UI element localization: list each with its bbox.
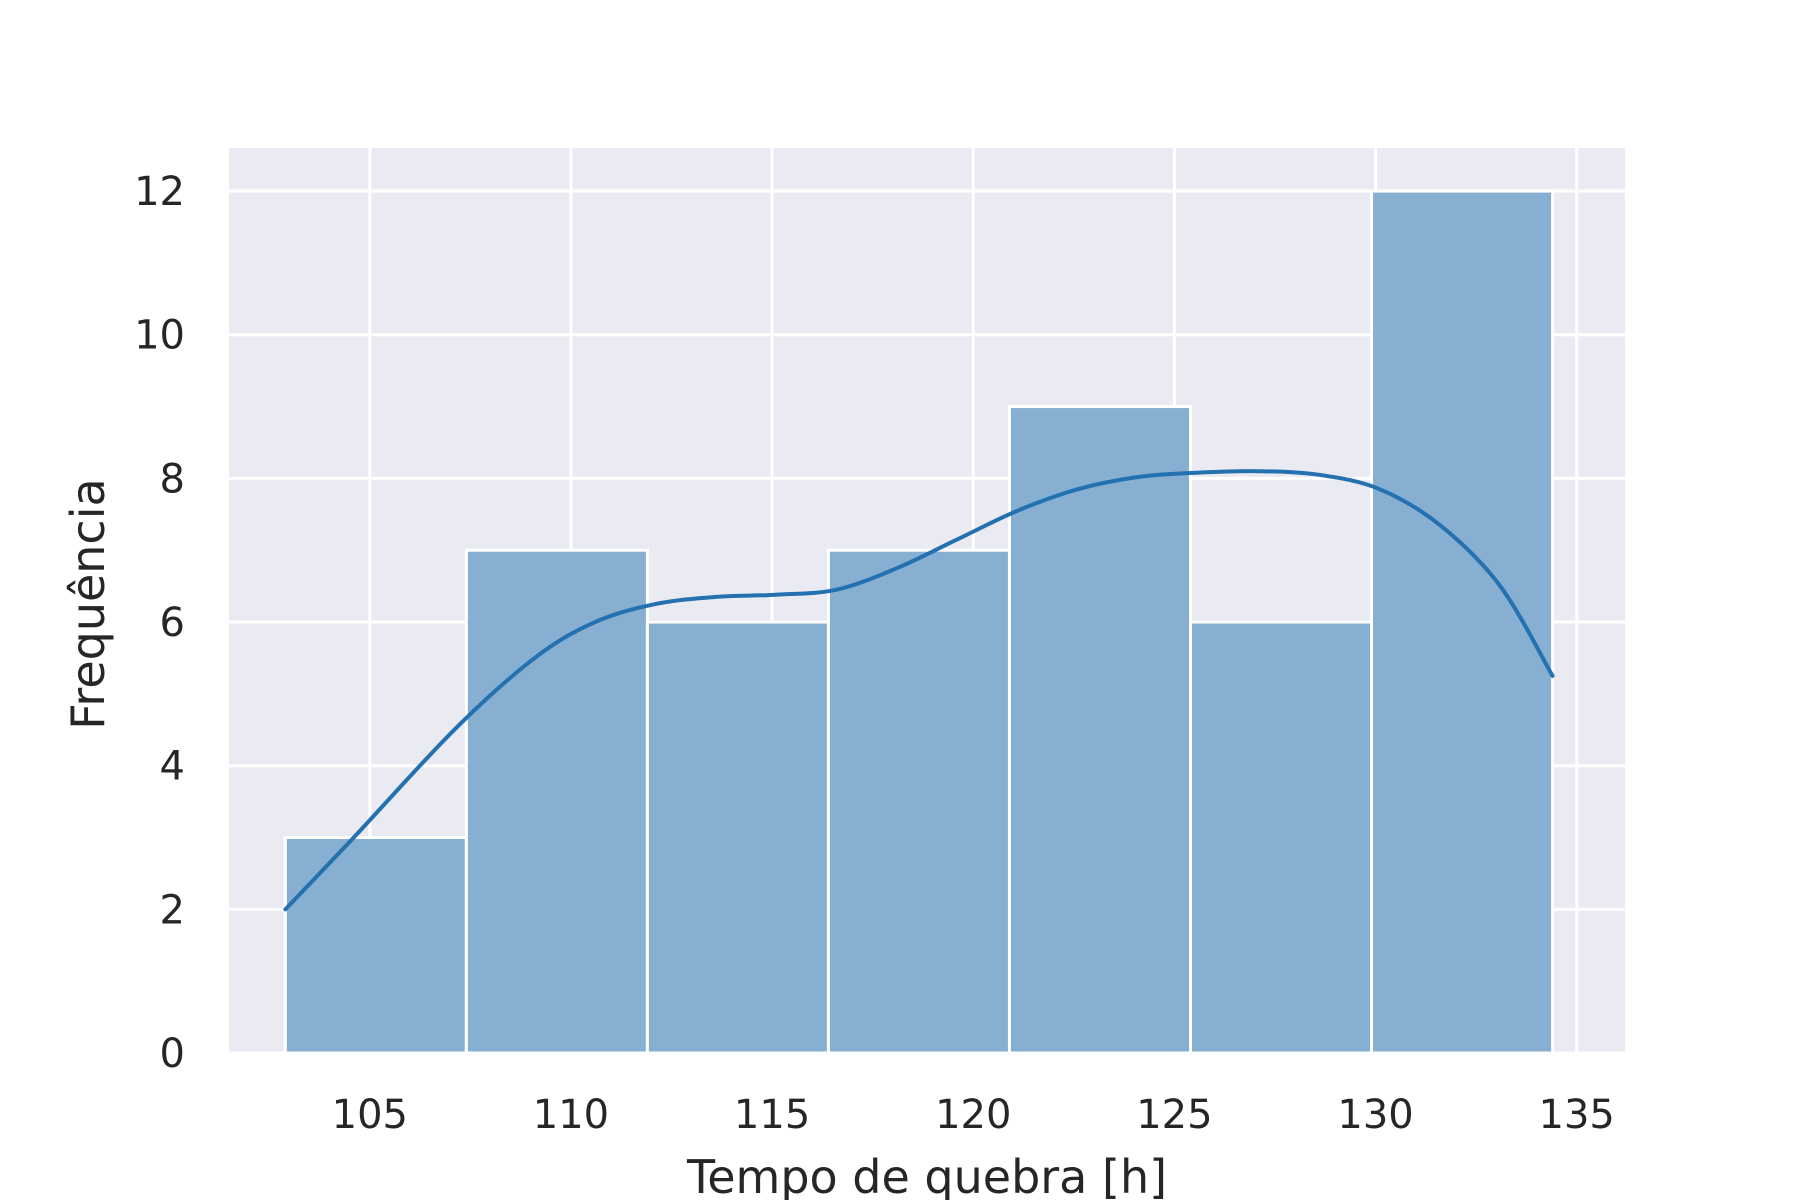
x-tick-label: 120: [935, 1092, 1011, 1138]
x-axis-ticks: 105 110 115 120 125 130 135: [332, 1092, 1615, 1138]
x-tick-label: 110: [533, 1092, 609, 1138]
x-tick-label: 105: [332, 1092, 408, 1138]
y-tick-label: 4: [160, 744, 185, 790]
histogram-bars: [283, 189, 1555, 1055]
x-tick-label: 115: [734, 1092, 810, 1138]
y-axis-ticks: 0 2 4 6 8 10 12: [134, 169, 185, 1077]
y-tick-label: 6: [160, 600, 185, 646]
histogram-bar: [1189, 620, 1374, 1055]
x-tick-label: 125: [1136, 1092, 1212, 1138]
y-tick-label: 0: [160, 1031, 185, 1077]
kde-curve: [283, 469, 1555, 912]
histogram-bar: [1370, 189, 1555, 1055]
x-tick-label: 135: [1539, 1092, 1615, 1138]
y-tick-label: 12: [134, 169, 185, 215]
x-axis-label: Tempo de quebra [h]: [686, 1150, 1167, 1200]
y-axis-label: Frequência: [61, 478, 115, 729]
x-tick-label: 130: [1337, 1092, 1413, 1138]
histogram-bar: [645, 620, 830, 1055]
y-tick-label: 10: [134, 313, 185, 359]
histogram-bar: [464, 548, 649, 1055]
histogram-bar: [283, 836, 468, 1055]
y-tick-label: 2: [160, 887, 185, 933]
y-tick-label: 8: [160, 456, 185, 502]
histogram-bar: [826, 548, 1011, 1055]
